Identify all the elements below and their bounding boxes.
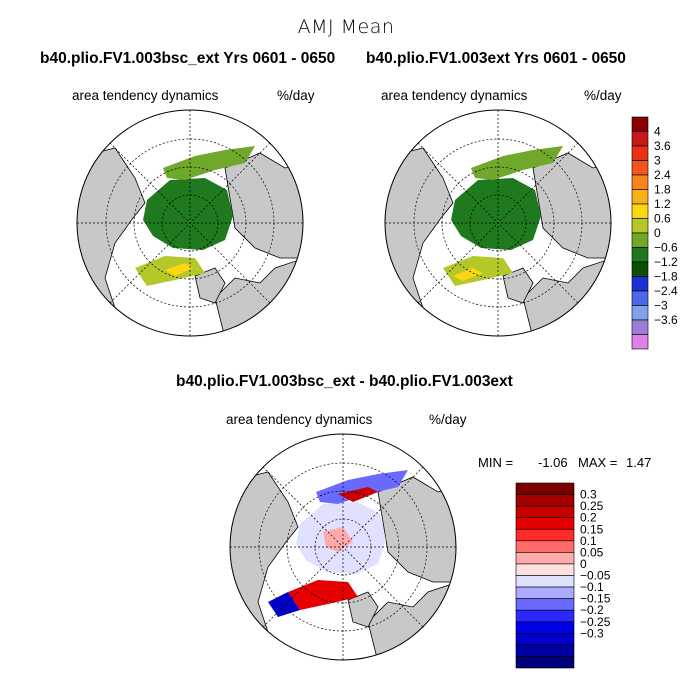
colorbar-label: 0.1 bbox=[580, 534, 597, 548]
colorbar-swatch bbox=[631, 174, 649, 190]
panel-2-units: %/day bbox=[584, 88, 622, 103]
colorbar-swatch bbox=[515, 552, 575, 565]
colorbar-label: 3.6 bbox=[654, 139, 671, 153]
colorbar-swatch bbox=[515, 644, 575, 657]
colorbar-swatch bbox=[515, 656, 575, 669]
diff-south-arm-red bbox=[288, 580, 358, 610]
colorbar-main: 43.632.41.81.20.60−0.6−1.2−1.8−2.4−3−3.6 bbox=[631, 116, 678, 350]
colorbar-swatch bbox=[515, 575, 575, 588]
diff-pink-patch bbox=[323, 527, 353, 552]
colorbar-swatch bbox=[515, 517, 575, 530]
polar-map-2 bbox=[384, 109, 612, 337]
ice-central bbox=[143, 178, 233, 250]
colorbar-swatch bbox=[515, 633, 575, 646]
land-greenland bbox=[502, 267, 534, 304]
colorbar-swatch bbox=[631, 305, 649, 321]
colorbar-label: −2.4 bbox=[654, 284, 678, 298]
colorbar-label: −0.6 bbox=[654, 241, 678, 255]
colorbar-swatch bbox=[631, 160, 649, 176]
min-value: -1.06 bbox=[538, 455, 568, 470]
ice-yellow-edge bbox=[165, 263, 193, 276]
main-title: AMJ Mean bbox=[297, 16, 395, 38]
colorbar-label: −1.8 bbox=[654, 270, 678, 284]
colorbar-swatch bbox=[515, 621, 575, 634]
colorbar-swatch bbox=[515, 505, 575, 518]
colorbar-swatch bbox=[631, 319, 649, 335]
colorbar-label: −1.2 bbox=[654, 255, 678, 269]
land-greenland bbox=[347, 591, 379, 628]
colorbar-label: 2.4 bbox=[654, 168, 671, 182]
colorbar-label: −0.15 bbox=[580, 592, 611, 606]
colorbar-label: 0.6 bbox=[654, 212, 671, 226]
colorbar-swatch bbox=[515, 482, 575, 495]
colorbar-swatch bbox=[515, 609, 575, 623]
polar-map-difference bbox=[229, 433, 457, 661]
ice-north-arm bbox=[471, 146, 563, 180]
colorbar-swatch bbox=[631, 232, 649, 248]
colorbar-label: 0.3 bbox=[580, 488, 597, 502]
colorbar-swatch bbox=[631, 334, 649, 350]
colorbar-label: 3 bbox=[654, 154, 661, 168]
diff-variable: area tendency dynamics bbox=[226, 412, 373, 427]
colorbar-swatch bbox=[515, 586, 575, 599]
colorbar-label: −0.2 bbox=[580, 603, 604, 617]
min-label: MIN = bbox=[478, 455, 514, 470]
colorbar-label: 0 bbox=[580, 557, 587, 571]
colorbar-label: −0.1 bbox=[580, 580, 604, 594]
panel-1-variable: area tendency dynamics bbox=[72, 88, 219, 103]
colorbar-swatch bbox=[515, 540, 575, 553]
max-label: MAX = bbox=[578, 455, 618, 470]
colorbar-label: 4 bbox=[654, 125, 661, 139]
colorbar-swatch bbox=[631, 131, 649, 147]
colorbar-label: −0.3 bbox=[580, 626, 604, 640]
colorbar-swatch bbox=[631, 290, 649, 306]
colorbar-swatch bbox=[631, 247, 649, 263]
colorbar-swatch bbox=[631, 218, 649, 234]
colorbar-label: 0.25 bbox=[580, 499, 604, 513]
colorbar-swatch bbox=[631, 203, 649, 219]
colorbar-label: 1.8 bbox=[654, 183, 671, 197]
diff-units: %/day bbox=[429, 412, 467, 427]
land-greenland bbox=[194, 267, 226, 304]
colorbar-swatch bbox=[515, 494, 575, 507]
colorbar-label: 1.2 bbox=[654, 197, 671, 211]
panel-2-variable: area tendency dynamics bbox=[381, 88, 528, 103]
colorbar-label: 0.05 bbox=[580, 545, 604, 559]
colorbar-label: −0.05 bbox=[580, 569, 611, 583]
diff-north-red bbox=[338, 487, 378, 502]
colorbar-label: −3.6 bbox=[654, 313, 678, 327]
colorbar-label: 0.15 bbox=[580, 522, 604, 536]
diff-run-title: b40.plio.FV1.003bsc_ext - b40.plio.FV1.0… bbox=[176, 373, 513, 390]
colorbar-swatch bbox=[631, 189, 649, 205]
colorbar-swatch bbox=[631, 276, 649, 292]
panel-1-units: %/day bbox=[277, 88, 315, 103]
colorbar-swatch bbox=[631, 116, 649, 132]
colorbar-swatch bbox=[515, 563, 575, 576]
colorbar-label: −0.25 bbox=[580, 615, 611, 629]
panel-1-run-title: b40.plio.FV1.003bsc_ext Yrs 0601 - 0650 bbox=[40, 50, 336, 67]
colorbar-label: 0.2 bbox=[580, 511, 597, 525]
colorbar-swatch bbox=[631, 261, 649, 277]
polar-map-1 bbox=[76, 109, 304, 337]
colorbar-swatch bbox=[515, 598, 575, 611]
panel-2-run-title: b40.plio.FV1.003ext Yrs 0601 - 0650 bbox=[366, 50, 626, 67]
ice-yellow-edge bbox=[453, 268, 483, 281]
colorbar-swatch bbox=[515, 528, 575, 542]
colorbar-label: 0 bbox=[654, 226, 661, 240]
colorbar-swatch bbox=[631, 145, 649, 161]
diff-north-arm bbox=[316, 470, 408, 504]
ice-central bbox=[451, 178, 541, 250]
max-value: 1.47 bbox=[626, 455, 652, 470]
colorbar-difference: 0.30.250.20.150.10.050−0.05−0.1−0.15−0.2… bbox=[515, 482, 611, 669]
ice-north-arm bbox=[163, 146, 255, 180]
colorbar-label: −3 bbox=[654, 299, 668, 313]
